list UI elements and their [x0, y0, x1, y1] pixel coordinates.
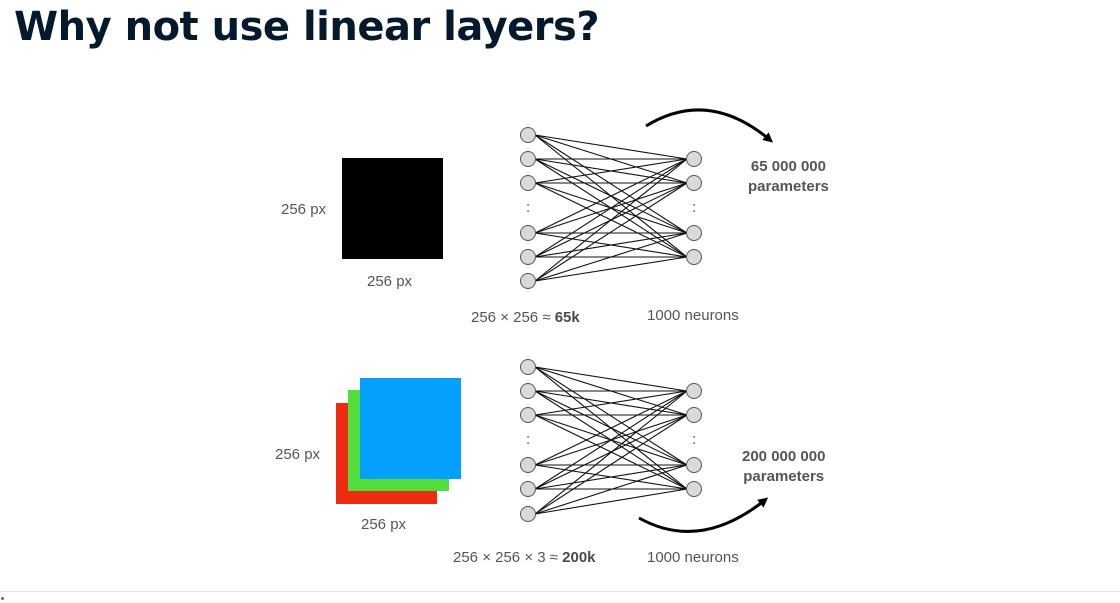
net1-edge	[534, 232, 688, 282]
net2-edge	[534, 390, 688, 515]
network-2-connections	[534, 366, 688, 515]
rgb-width-label: 256 px	[361, 516, 407, 533]
net1-edge	[534, 158, 688, 184]
net2-input-neuron	[520, 506, 536, 522]
net1-output-neuron	[686, 249, 702, 265]
net2-edge	[534, 390, 688, 466]
net1-input-neuron	[520, 249, 536, 265]
net1-output-neuron	[686, 151, 702, 167]
rgb-params: 200 000 000 parameters	[742, 447, 825, 487]
net1-edge	[534, 256, 688, 282]
net2-output-neuron	[686, 481, 702, 497]
gray-output-label: 1000 neurons	[647, 307, 739, 324]
net2-edge	[534, 464, 688, 490]
gray-height-label: 256 px	[281, 201, 327, 218]
gray-params-count: 65 000 000	[750, 158, 826, 175]
rgb-output-label: 1000 neurons	[647, 549, 739, 566]
net1-edge	[534, 158, 688, 258]
net1-input-neuron	[520, 151, 536, 167]
net1-input-neuron	[520, 127, 536, 143]
net2-edge	[534, 390, 688, 416]
net2-input-ellipsis: :	[526, 431, 531, 448]
net1-input-ellipsis: :	[526, 199, 531, 216]
rgb-input-formula: 256 × 256 × 3 ≈ 200k	[453, 549, 596, 566]
net2-output-neuron	[686, 407, 702, 423]
footer-divider	[0, 591, 1120, 592]
net2-edge	[534, 464, 688, 515]
net2-output-ellipsis: :	[692, 431, 697, 448]
net2-input-neuron	[520, 359, 536, 375]
net1-output-neuron	[686, 225, 702, 241]
rgb-params-count: 200 000 000	[742, 448, 826, 465]
net2-input-neuron	[520, 383, 536, 399]
net2-edge	[534, 366, 688, 466]
arrow-2-icon	[638, 497, 769, 533]
network-2-neurons	[520, 359, 702, 522]
net1-edge	[534, 134, 688, 234]
net2-edge	[534, 414, 688, 515]
network-1-neurons	[520, 127, 702, 289]
gray-params-word: parameters	[748, 178, 829, 195]
net1-input-neuron	[520, 225, 536, 241]
gray-params: 65 000 000 parameters	[748, 157, 829, 197]
net2-output-neuron	[686, 383, 702, 399]
net1-input-neuron	[520, 175, 536, 191]
net1-output-ellipsis: :	[692, 199, 697, 216]
net1-edge	[534, 232, 688, 258]
slide-title: Why not use linear layers?	[14, 4, 600, 50]
net2-edge	[534, 366, 688, 392]
net2-output-neuron	[686, 457, 702, 473]
rgb-height-label: 256 px	[275, 446, 321, 463]
net1-edge	[534, 158, 688, 234]
rgb-input-size: 200k	[562, 549, 596, 566]
gray-input-size: 65k	[554, 309, 580, 326]
net1-input-neuron	[520, 273, 536, 289]
grayscale-image	[342, 158, 443, 259]
net2-edge	[534, 488, 688, 515]
arrow-1-icon	[645, 108, 774, 143]
net2-edge	[534, 390, 688, 490]
rgb-params-word: parameters	[743, 468, 825, 485]
net2-input-neuron	[520, 407, 536, 423]
network-1-connections	[534, 134, 688, 282]
net2-input-neuron	[520, 481, 536, 497]
net1-edge	[534, 158, 688, 282]
net2-input-neuron	[520, 457, 536, 473]
net1-edge	[534, 182, 688, 282]
blue-channel	[360, 378, 461, 479]
net1-edge	[534, 134, 688, 160]
net1-output-neuron	[686, 175, 702, 191]
gray-width-label: 256 px	[367, 273, 413, 290]
gray-input-formula: 256 × 256 ≈ 65k	[471, 309, 580, 326]
footer-dot	[1, 597, 4, 600]
